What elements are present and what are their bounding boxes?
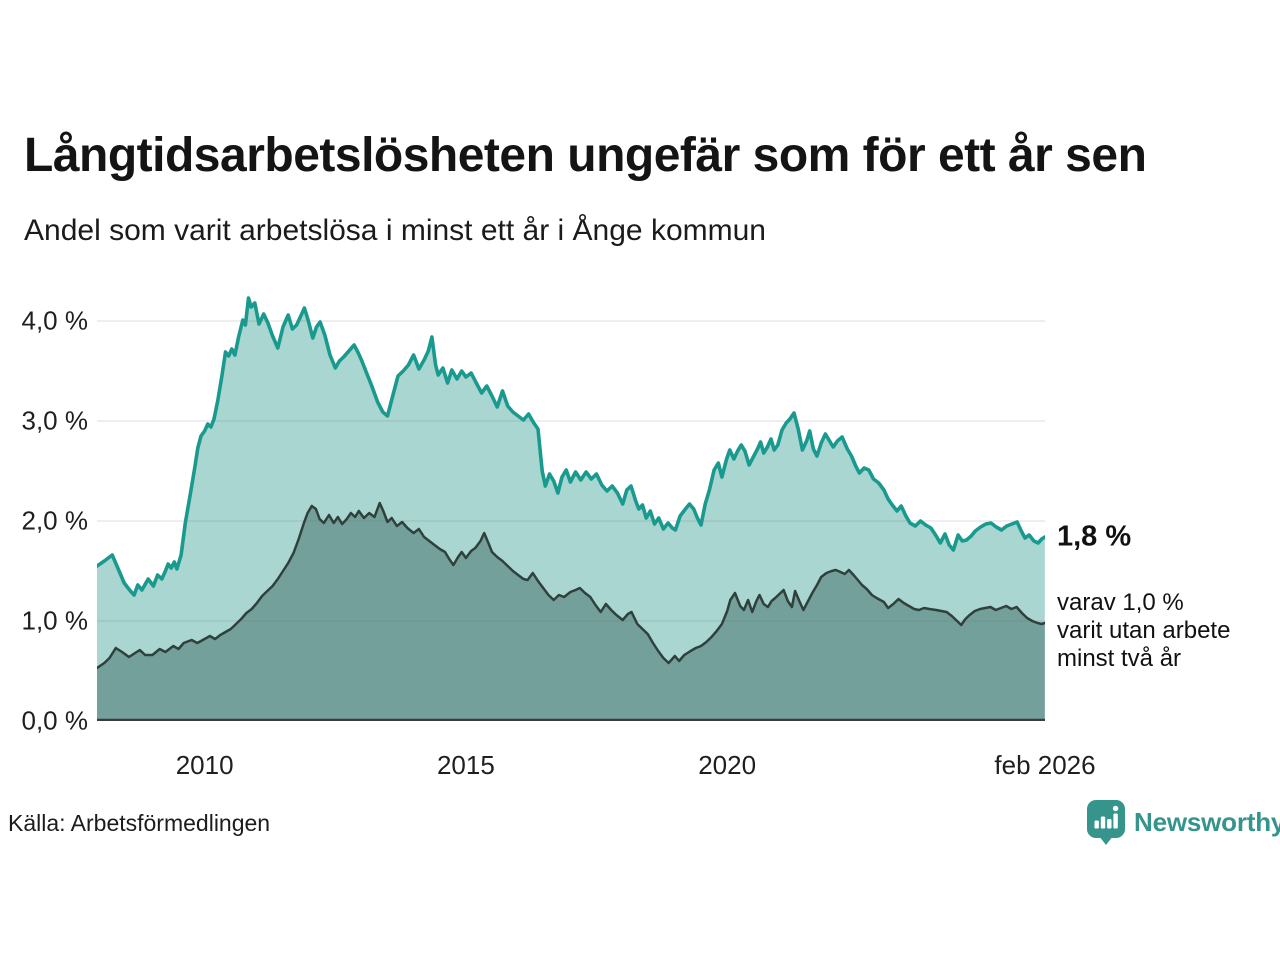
x-axis-tick-label: 2020: [698, 750, 757, 780]
end-value-label: 1,8 %: [1057, 520, 1132, 553]
y-axis-tick-label: 1,0 %: [21, 605, 89, 636]
page-subtitle: Andel som varit arbetslösa i minst ett å…: [24, 214, 766, 247]
unemployment-area-chart: [97, 296, 1045, 721]
y-axis-tick-label: 4,0 %: [21, 305, 89, 336]
two-year-line: [97, 501, 1045, 670]
page-title: Långtidsarbetslösheten ungefär som för e…: [24, 129, 1147, 182]
y-axis-tick-label: 0,0 %: [21, 705, 89, 736]
y-axis-tick-label: 3,0 %: [21, 405, 89, 436]
end-note: varav 1,0 % varit utan arbete minst två …: [1057, 589, 1230, 673]
total-line: [97, 296, 1045, 597]
two-year-area: [97, 503, 1045, 721]
x-axis-tick-label: 2015: [436, 750, 495, 780]
source-text: Källa: Arbetsförmedlingen: [8, 810, 271, 836]
end-note-line: varav 1,0 %: [1057, 589, 1184, 616]
y-axis-tick-label: 2,0 %: [21, 505, 89, 536]
x-axis-tick-label: 2010: [175, 750, 234, 780]
x-axis-tick-label: feb 2026: [994, 750, 1096, 780]
end-note-line: varit utan arbete: [1057, 617, 1231, 644]
end-note-line: minst två år: [1057, 645, 1182, 672]
brand-name: Newsworthy: [1134, 807, 1280, 837]
newsworthy-brand: Newsworthy: [1086, 799, 1280, 846]
newsworthy-logo-icon: [1087, 800, 1125, 845]
